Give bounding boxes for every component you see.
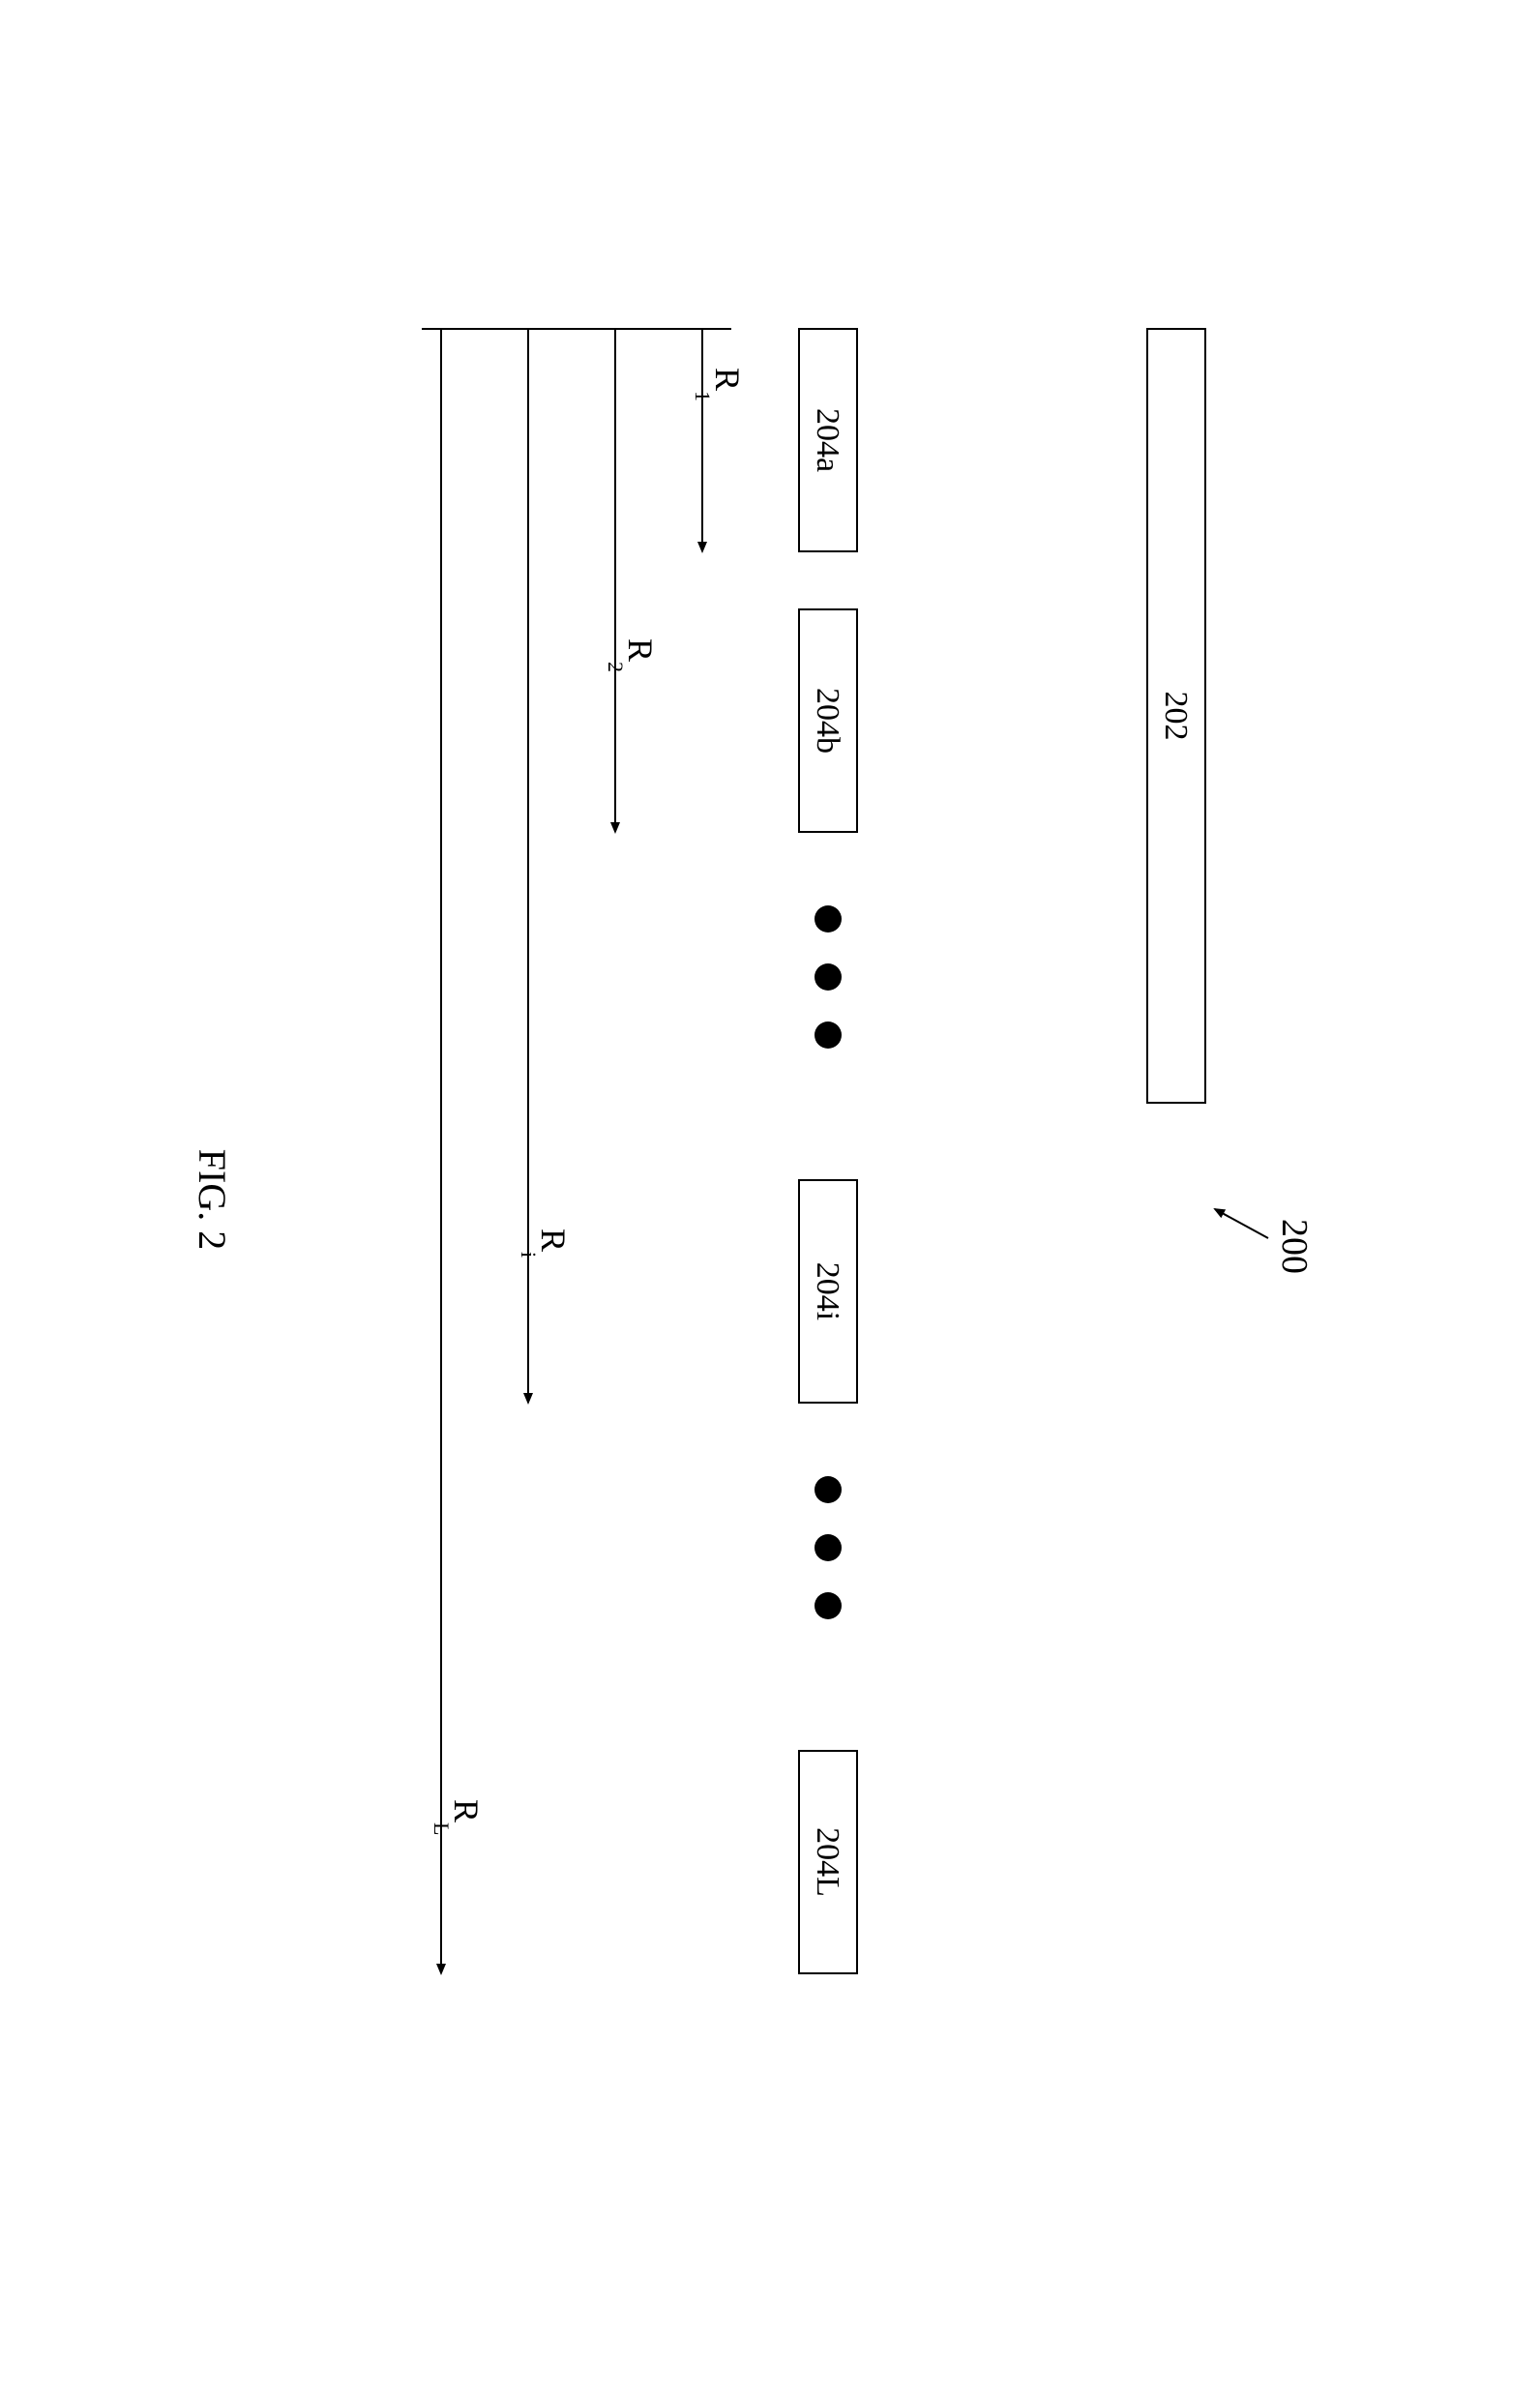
block-label-2: 204i bbox=[810, 1261, 845, 1319]
ellipsis-dot bbox=[814, 1534, 842, 1561]
pointer-arrow bbox=[1215, 1209, 1268, 1238]
top-bar-label: 202 bbox=[1158, 691, 1194, 740]
diagram-container: 200 202 204a 204b 204i 204L R1 R2 Ri RL FIG. 2 bbox=[141, 184, 1399, 2215]
range-arrow-label-2: Ri bbox=[518, 1229, 574, 1258]
ellipsis-dot bbox=[814, 1021, 842, 1049]
range-arrow-label-0: R1 bbox=[692, 368, 748, 401]
range-arrow-label-3: RL bbox=[430, 1799, 487, 1835]
ellipsis-dot bbox=[814, 963, 842, 991]
figure-caption: FIG. 2 bbox=[191, 1148, 234, 1249]
ellipsis-dot bbox=[814, 905, 842, 933]
ellipsis-dot bbox=[814, 1592, 842, 1619]
block-label-3: 204L bbox=[810, 1827, 845, 1897]
range-arrow-label-1: R2 bbox=[605, 638, 661, 672]
block-label-1: 204b bbox=[810, 688, 845, 754]
ellipsis-dot bbox=[814, 1476, 842, 1503]
diagram-svg: 200 202 204a 204b 204i 204L R1 R2 Ri RL FIG. 2 bbox=[141, 184, 1399, 2215]
pointer-label: 200 bbox=[1274, 1219, 1315, 1274]
block-label-0: 204a bbox=[810, 407, 845, 471]
